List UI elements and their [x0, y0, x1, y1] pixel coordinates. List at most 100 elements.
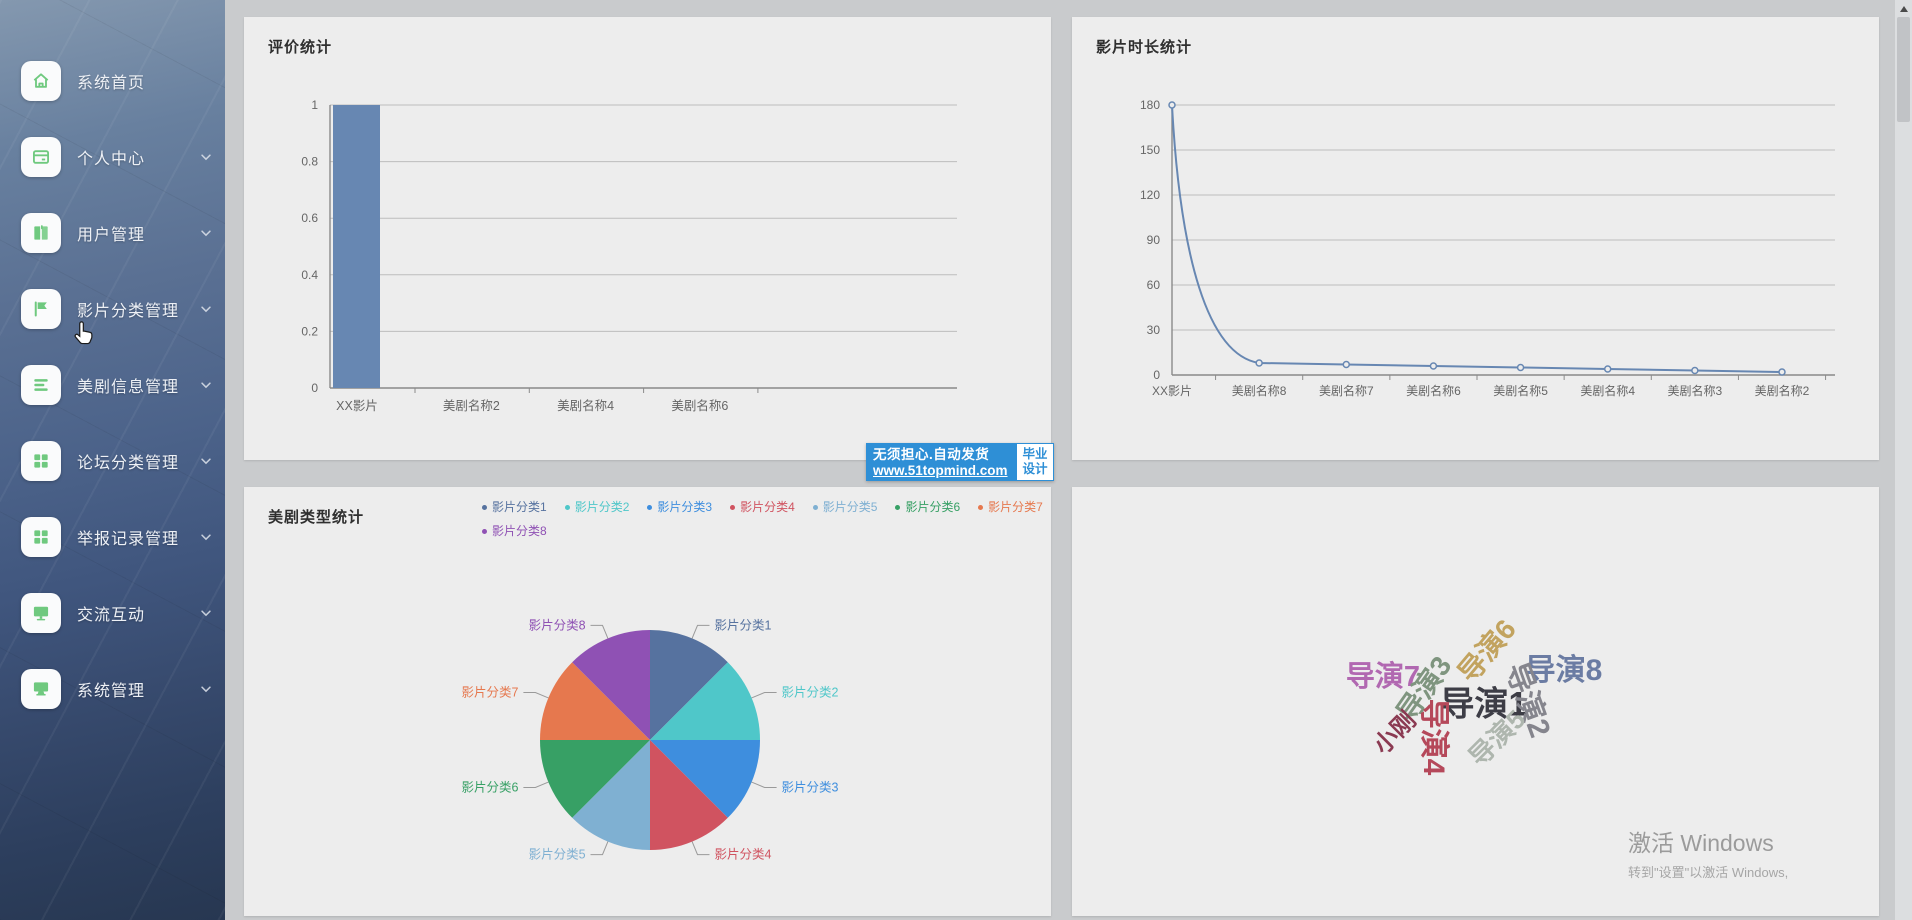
data-point-marker: [1778, 368, 1786, 376]
scrollbar[interactable]: [1895, 0, 1912, 920]
data-point-marker: [1691, 366, 1699, 375]
pie-label: 影片分类5: [529, 848, 586, 862]
x-axis-label: 美剧名称2: [1755, 383, 1810, 398]
word-cloud-word: 导演4: [1417, 698, 1450, 776]
y-axis-label: 0.4: [301, 268, 318, 282]
chevron-down-icon: [199, 682, 213, 696]
sidebar-item-forum-category[interactable]: 论坛分类管理: [0, 439, 225, 483]
pie-slice: [650, 740, 760, 818]
sidebar-item-user-management[interactable]: 用户管理: [0, 211, 225, 255]
y-axis-label: 60: [1147, 278, 1161, 292]
pie-legend: 影片分类1 影片分类2 影片分类3 影片分类4 影片分类5 影片分类6 影片分类7 影片分类8: [482, 499, 1082, 539]
chevron-down-icon: [199, 150, 213, 164]
sidebar-item-system-management[interactable]: 系统管理: [0, 667, 225, 711]
windows-activation-watermark: 激活 Windows 转到"设置"以激活 Windows,: [1628, 824, 1788, 881]
legend-item[interactable]: 影片分类4: [730, 499, 795, 515]
windows-activation-subtitle: 转到"设置"以激活 Windows,: [1628, 865, 1789, 880]
legend-label: 影片分类6: [905, 500, 961, 514]
pie-label: 影片分类2: [782, 686, 839, 700]
sidebar-item-label: 举报记录管理: [77, 531, 180, 548]
panel-title-rating: 评价统计: [268, 39, 333, 56]
chevron-down-icon: [199, 226, 213, 240]
pie-label-line: [691, 841, 710, 856]
chevron-down-icon: [199, 378, 213, 392]
panel-title-type: 美剧类型统计: [268, 509, 365, 526]
x-axis-label: 美剧名称8: [1232, 383, 1287, 398]
x-axis-label: 美剧名称2: [443, 398, 500, 413]
windows-activation-title: 激活 Windows: [1628, 830, 1774, 856]
legend-item[interactable]: 影片分类1: [482, 499, 547, 515]
pie-slice: [650, 662, 760, 740]
x-axis-label: 美剧名称4: [557, 398, 614, 413]
pie-label: 影片分类7: [461, 686, 518, 700]
sidebar-item-profile[interactable]: 个人中心: [0, 135, 225, 179]
line-chart-duration: 0 30 60 90 120 150 180 XX影片 美剧名称8 美剧名称7 美剧名称6 美剧名称5…: [1072, 17, 1879, 460]
legend-label: 影片分类5: [822, 500, 878, 514]
word-cloud-word: 导演8: [1525, 654, 1603, 687]
y-axis-label: 120: [1140, 188, 1160, 202]
line-series: [1171, 104, 1783, 373]
sidebar-item-label: 论坛分类管理: [77, 455, 180, 472]
y-axis-label: 0.8: [301, 155, 318, 169]
ad-banner-text: 无须担心.自动发货 www.51topmind.com: [866, 443, 1016, 481]
sidebar-item-drama-info[interactable]: 美剧信息管理: [0, 363, 225, 407]
x-axis-label: 美剧名称6: [671, 398, 728, 413]
legend-item[interactable]: 影片分类8: [482, 523, 547, 539]
legend-dot-icon: [482, 528, 487, 534]
pie-slice: [650, 630, 728, 740]
pie-slice: [540, 740, 650, 818]
pie-label: 影片分类8: [529, 618, 586, 632]
chevron-down-icon: [199, 530, 213, 544]
flag-icon: [21, 289, 61, 329]
x-axis-label: 美剧名称3: [1668, 383, 1723, 398]
x-axis-label: 美剧名称4: [1580, 383, 1635, 398]
data-point-marker: [1516, 363, 1525, 372]
scrollbar-up-arrow-icon[interactable]: [1895, 0, 1912, 17]
panel-director-wordcloud: 导演1 导演8 导演7 导演6 导演3 导演2 导演5 导演4 小刚: [1072, 487, 1879, 916]
legend-label: 影片分类3: [657, 500, 713, 514]
legend-item[interactable]: 影片分类5: [812, 499, 878, 515]
data-point-marker: [1429, 362, 1438, 370]
legend-item[interactable]: 影片分类7: [978, 499, 1043, 515]
pie-label: 影片分类3: [782, 780, 839, 794]
sidebar-item-report-records[interactable]: 举报记录管理: [0, 515, 225, 559]
sidebar-item-label: 美剧信息管理: [77, 379, 180, 396]
legend-label: 影片分类8: [492, 524, 547, 538]
pie-label-line: [590, 624, 609, 639]
legend-item[interactable]: 影片分类2: [564, 499, 629, 515]
chevron-down-icon: [199, 606, 213, 620]
y-axis-label: 30: [1147, 323, 1161, 337]
sidebar-item-film-category[interactable]: 影片分类管理: [0, 287, 225, 331]
sidebar-item-label: 系统管理: [77, 683, 146, 700]
grid-icon: [21, 517, 61, 557]
y-axis-label: 1: [311, 98, 318, 112]
legend-dot-icon: [482, 504, 487, 510]
sidebar-item-label: 系统首页: [77, 75, 146, 92]
pie-label: 影片分类4: [714, 848, 771, 862]
sidebar-item-label: 用户管理: [77, 227, 146, 244]
y-axis-label: 90: [1147, 233, 1161, 247]
legend-item[interactable]: 影片分类6: [895, 499, 960, 515]
sidebar: 系统首页个人中心用户管理影片分类管理美剧信息管理 论坛分类管理 举报记录管理交流互动…: [0, 0, 225, 920]
y-axis-label: 180: [1140, 98, 1160, 112]
grid-icon: [21, 441, 61, 481]
ad-banner[interactable]: 无须担心.自动发货 www.51topmind.com 毕业 设计: [866, 443, 1054, 481]
sidebar-item-interaction[interactable]: 交流互动: [0, 591, 225, 635]
y-axis-label: 150: [1140, 143, 1160, 157]
sidebar-item-home[interactable]: 系统首页: [0, 59, 225, 103]
legend-item[interactable]: 影片分类3: [647, 499, 712, 515]
pie-label: 影片分类1: [714, 618, 771, 632]
pie-slice: [540, 662, 650, 740]
data-point-marker: [1342, 360, 1351, 369]
chevron-down-icon: [199, 302, 213, 316]
y-axis-label: 0.6: [301, 211, 318, 225]
word-cloud-directors: 导演1 导演8 导演7 导演6 导演3 导演2 导演5 导演4 小刚: [1072, 487, 1879, 916]
ad-banner-line1: 无须担心.自动发货: [873, 446, 990, 462]
x-axis-label: 美剧名称6: [1406, 383, 1461, 398]
ad-badge-line1: 毕业: [1022, 447, 1048, 461]
legend-label: 影片分类1: [492, 500, 547, 514]
list-icon: [21, 365, 61, 405]
legend-dot-icon: [647, 504, 653, 510]
scrollbar-thumb[interactable]: [1897, 17, 1910, 122]
pie-slice: [572, 630, 650, 740]
